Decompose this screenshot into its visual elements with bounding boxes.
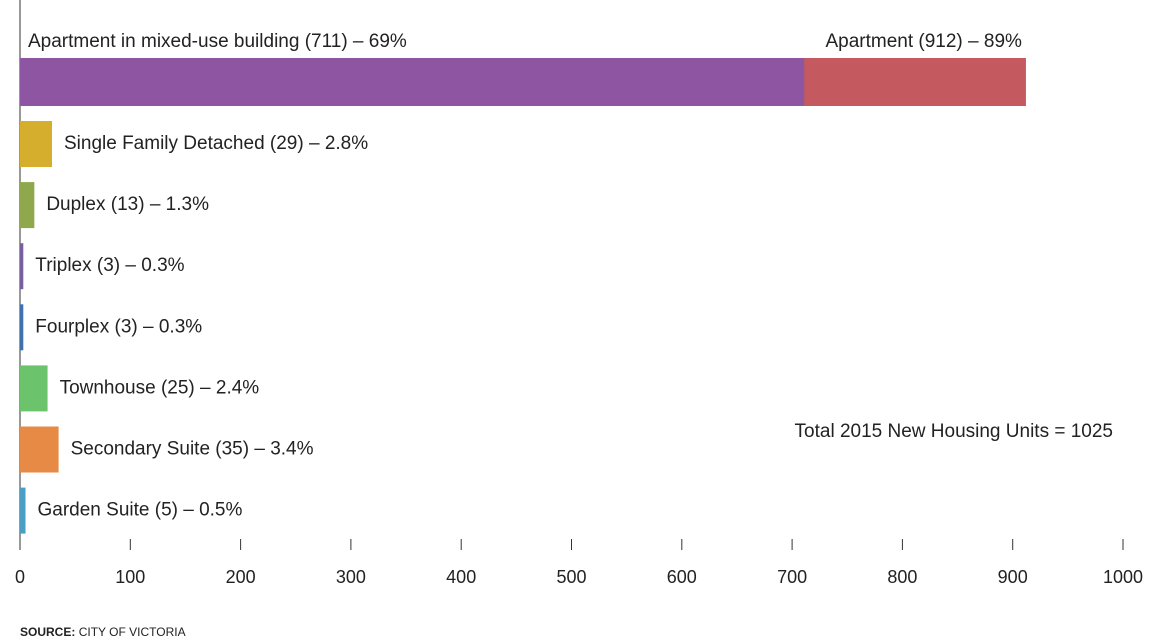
x-tick-label: 800 (887, 567, 917, 587)
value-label: Townhouse (25) – 2.4% (60, 377, 260, 398)
value-label: Secondary Suite (35) – 3.4% (71, 439, 314, 460)
x-tick-label: 900 (998, 567, 1028, 587)
x-tick-label: 1000 (1103, 567, 1143, 587)
annotation: Total 2015 New Housing Units = 1025 (795, 421, 1113, 442)
x-tick-label: 0 (15, 567, 25, 587)
source: SOURCE: CITY OF VICTORIA (20, 625, 186, 639)
bar (20, 182, 35, 229)
bar (20, 304, 24, 351)
bar (20, 426, 59, 473)
overlay-bar (20, 58, 805, 106)
x-tick-label: 600 (667, 567, 697, 587)
x-tick-label: 400 (446, 567, 476, 587)
value-label: Single Family Detached (29) – 2.8% (64, 133, 368, 154)
bar (20, 121, 52, 167)
value-label: Duplex (13) – 1.3% (46, 194, 209, 215)
value-label: Fourplex (3) – 0.3% (35, 316, 202, 337)
overlay-label: Apartment in mixed-use building (711) – … (28, 31, 407, 52)
bar (20, 487, 26, 534)
value-label: Apartment (912) – 89% (825, 31, 1022, 52)
x-tick-label: 700 (777, 567, 807, 587)
bar (20, 365, 48, 412)
value-label: Garden Suite (5) – 0.5% (38, 500, 243, 521)
x-tick-label: 500 (556, 567, 586, 587)
x-tick-label: 100 (115, 567, 145, 587)
x-tick-label: 200 (226, 567, 256, 587)
bar (20, 243, 24, 290)
source-label: SOURCE: (20, 625, 75, 639)
value-label: Triplex (3) – 0.3% (35, 255, 184, 276)
source-text: CITY OF VICTORIA (79, 625, 186, 639)
x-tick-label: 300 (336, 567, 366, 587)
